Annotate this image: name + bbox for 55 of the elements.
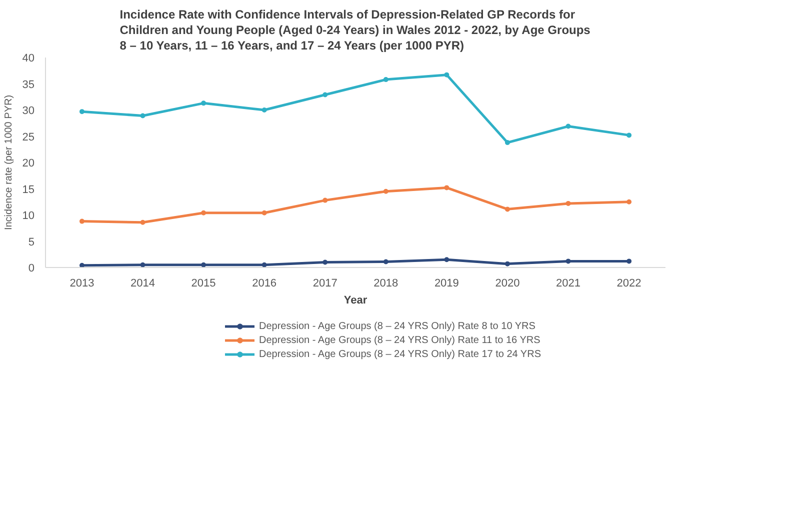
point (566, 200, 571, 206)
y-tick-label: 40 (22, 52, 35, 64)
point (504, 140, 510, 146)
point (79, 262, 84, 268)
legend-label: Depression - Age Groups (8 – 24 YRS Only) Rate 11 to 16 YRS (258, 334, 540, 346)
x-tick-label: 2021 (556, 278, 580, 290)
point (626, 258, 632, 264)
point (504, 261, 510, 266)
point (201, 100, 206, 106)
point (140, 113, 146, 118)
y-tick-label: 35 (22, 78, 35, 91)
point (201, 210, 206, 216)
point (322, 92, 328, 98)
point (383, 259, 388, 264)
x-tick-label: 2018 (374, 278, 398, 290)
x-tick-label: 2015 (191, 278, 216, 290)
point (566, 258, 571, 264)
x-tick-label: 2014 (130, 278, 156, 290)
y-tick-label: 20 (22, 158, 35, 170)
point (140, 220, 146, 225)
y-tick-label: 10 (22, 210, 35, 222)
point (140, 262, 146, 268)
point (262, 262, 267, 268)
y-tick-label: 30 (22, 105, 35, 117)
point (322, 198, 328, 203)
point (322, 260, 328, 265)
point (444, 72, 450, 78)
point (201, 262, 206, 268)
legend-label: Depression - Age Groups (8 – 24 YRS Only) Rate 17 to 24 YRS (258, 348, 542, 360)
x-tick-label: 2019 (434, 278, 459, 290)
point (383, 77, 388, 82)
point (262, 210, 267, 216)
point (383, 188, 388, 194)
point (626, 199, 632, 204)
point (566, 124, 571, 129)
legend-label: Depression - Age Groups (8 – 24 YRS Only) Rate 8 to 10 YRS (258, 320, 536, 332)
y-tick-label: 15 (22, 184, 35, 196)
y-tick-label: 0 (28, 262, 35, 274)
y-axis-title: Incidence rate (per 1000 PYR) (3, 94, 14, 230)
point (79, 109, 84, 114)
x-tick-label: 2016 (252, 278, 277, 290)
y-tick-label: 25 (22, 131, 35, 144)
x-axis-title: Year (344, 294, 368, 306)
x-tick-label: 2017 (312, 278, 338, 290)
y-tick-label: 5 (28, 236, 35, 248)
point (626, 132, 632, 138)
x-tick-label: 2020 (495, 278, 520, 290)
point (444, 185, 450, 190)
point (79, 218, 84, 224)
chart-title: Incidence Rate with Confidence Intervals of Depression-Related GP Records for Children and Young People (Aged 0-24 Years) in Wales 2012 - 2022, by Age Groups 8 – 10 Years, 11 – 16 Years, and 17 – 24 Years (per 1000 PYR) (120, 8, 591, 52)
point (444, 257, 450, 262)
x-tick-label: 2022 (616, 278, 642, 290)
point (262, 108, 267, 112)
x-tick-label: 2013 (70, 278, 94, 290)
point (504, 206, 510, 212)
